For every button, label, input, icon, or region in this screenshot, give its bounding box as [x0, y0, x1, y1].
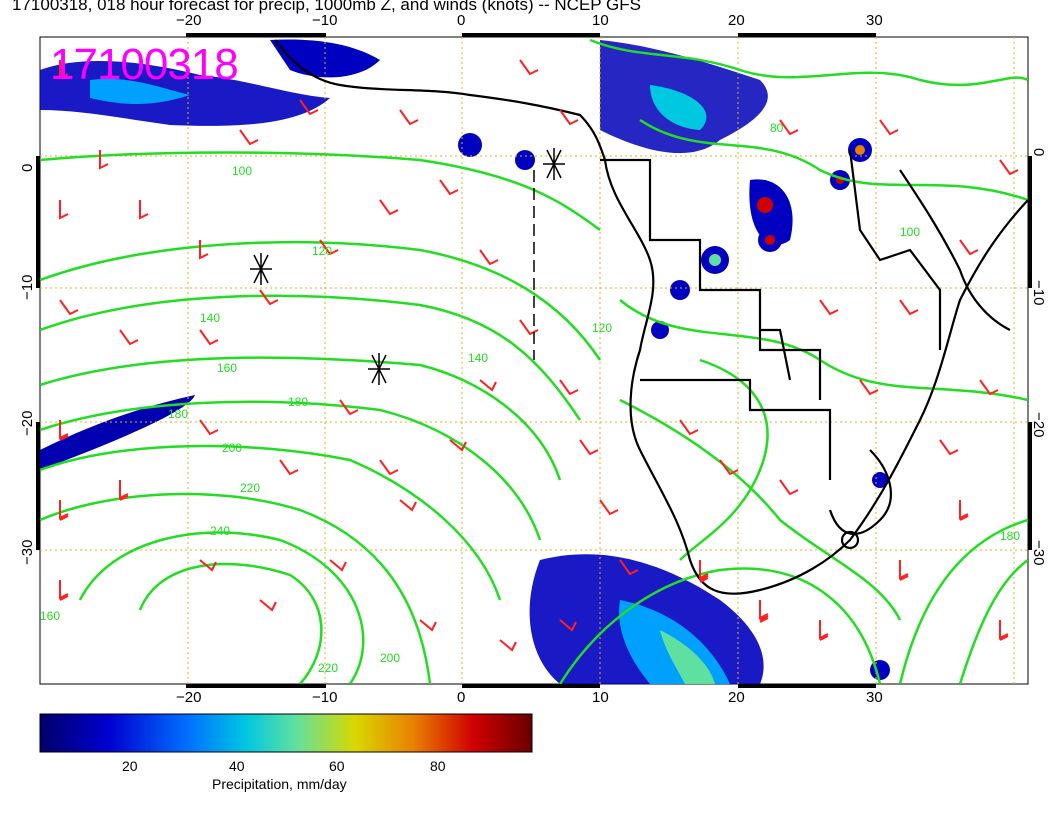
- svg-text:160: 160: [40, 609, 60, 623]
- svg-text:0: 0: [457, 12, 465, 29]
- contour-labels: 100 120 140 160 180 200 220 240 200 180 …: [40, 121, 1020, 675]
- svg-text:100: 100: [900, 225, 920, 239]
- svg-text:10: 10: [592, 689, 609, 706]
- map-title: 17100318, 018 hour forecast for precip, …: [12, 0, 641, 14]
- lat-ticks-right: 0 −10 −20 −30: [1030, 148, 1047, 565]
- colorbar-tick: 60: [329, 758, 345, 774]
- height-contours: [40, 38, 1028, 684]
- colorbar-tick: 40: [229, 758, 245, 774]
- svg-text:20: 20: [728, 12, 745, 29]
- svg-text:−20: −20: [1030, 412, 1047, 437]
- svg-text:240: 240: [210, 524, 230, 538]
- svg-text:−30: −30: [1030, 540, 1047, 565]
- svg-text:140: 140: [200, 311, 220, 325]
- svg-text:−20: −20: [19, 411, 36, 436]
- svg-text:−20: −20: [176, 689, 201, 706]
- svg-text:−10: −10: [312, 12, 337, 29]
- svg-text:80: 80: [770, 121, 784, 135]
- svg-text:30: 30: [866, 12, 883, 29]
- svg-text:20: 20: [728, 689, 745, 706]
- svg-text:−30: −30: [19, 540, 36, 565]
- svg-text:140: 140: [468, 351, 488, 365]
- svg-text:220: 220: [318, 661, 338, 675]
- colorbar: [39, 713, 533, 753]
- svg-text:160: 160: [217, 361, 237, 375]
- svg-text:30: 30: [866, 689, 883, 706]
- colorbar-tick: 80: [430, 758, 446, 774]
- coastlines: [274, 39, 1028, 595]
- svg-text:0: 0: [457, 689, 465, 706]
- svg-text:0: 0: [19, 164, 36, 172]
- center-marker-3: [543, 148, 565, 180]
- svg-text:−20: −20: [176, 12, 201, 29]
- lat-ticks-left: 0 −10 −20 −30: [19, 164, 36, 565]
- svg-text:100: 100: [232, 164, 252, 178]
- wind-barbs: [59, 59, 1019, 652]
- svg-text:0: 0: [1030, 148, 1047, 156]
- colorbar-title: Precipitation, mm/day: [212, 776, 347, 792]
- frame-edge-bars: [36, 33, 1032, 688]
- svg-text:220: 220: [240, 481, 260, 495]
- svg-text:180: 180: [1000, 529, 1020, 543]
- center-marker-2: [368, 353, 390, 385]
- svg-text:−10: −10: [19, 275, 36, 300]
- svg-text:200: 200: [222, 441, 242, 455]
- forecast-stamp: 17100318: [50, 40, 239, 89]
- svg-text:10: 10: [592, 12, 609, 29]
- center-marker-1: [250, 253, 272, 285]
- lon-ticks-bottom: −20 −10 0 10 20 30: [176, 689, 883, 706]
- svg-text:200: 200: [380, 651, 400, 665]
- colorbar-tick: 20: [122, 758, 138, 774]
- precip-layer: [40, 39, 890, 684]
- pressure-center-markers: [250, 148, 565, 385]
- svg-text:120: 120: [592, 321, 612, 335]
- svg-text:120: 120: [312, 244, 332, 258]
- lon-ticks-top: −20 −10 0 10 20 30: [176, 12, 883, 29]
- svg-text:−10: −10: [312, 689, 337, 706]
- svg-text:180: 180: [288, 395, 308, 409]
- svg-text:−10: −10: [1030, 280, 1047, 305]
- svg-text:180: 180: [168, 407, 188, 421]
